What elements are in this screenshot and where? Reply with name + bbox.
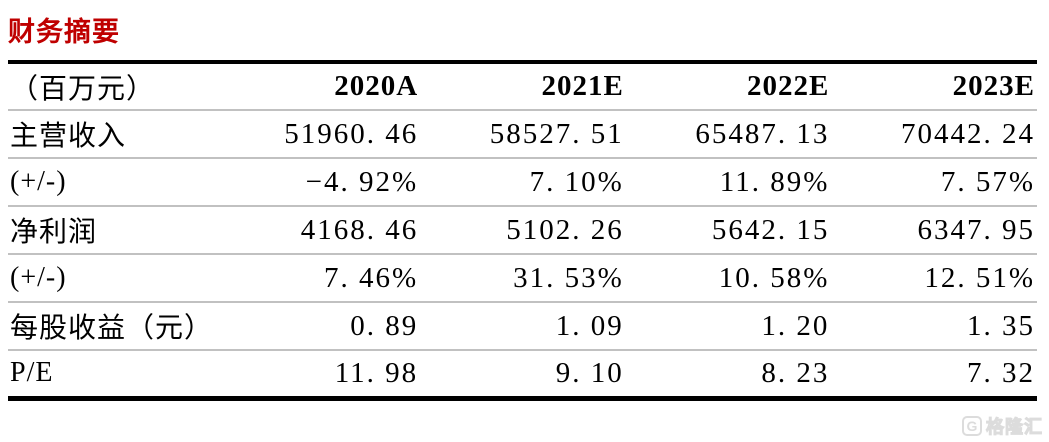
table-row-revenue-growth: (+/-) −4. 92% 7. 10% 11. 89% 7. 57% (8, 158, 1037, 206)
cell-value: 65487. 13 (695, 117, 830, 150)
row-label: (+/-) (10, 262, 67, 293)
cell-value: 12. 51% (924, 261, 1035, 294)
cell-value: −4. 92% (305, 165, 419, 198)
cell-value: 8. 23 (761, 356, 830, 389)
table-row-net-profit: 净利润 4168. 46 5102. 26 5642. 15 6347. 95 (8, 206, 1037, 254)
cell-value: 1. 35 (967, 309, 1035, 342)
cell-value: 70442. 24 (901, 117, 1035, 150)
page-title: 财务摘要 (8, 17, 120, 47)
table-row-revenue: 主营收入 51960. 46 58527. 51 65487. 13 70442… (8, 110, 1037, 158)
column-header-2022e: 2022E (747, 70, 830, 102)
cell-value: 11. 89% (719, 165, 830, 198)
column-header-2021e: 2021E (541, 70, 624, 102)
cell-value: 51960. 46 (284, 117, 419, 150)
row-label: 净利润 (10, 217, 98, 248)
cell-value: 58527. 51 (489, 117, 624, 150)
cell-value: 1. 20 (761, 309, 830, 342)
cell-value: 11. 98 (334, 356, 419, 389)
gelonghui-brand-text: 格隆汇 (986, 417, 1043, 438)
row-label: P/E (10, 357, 54, 389)
financial-summary-table: （百万元） 2020A 2021E 2022E 2023E 主营收入 51960… (8, 60, 1037, 401)
cell-value: 7. 32 (967, 356, 1035, 389)
cell-value: 5642. 15 (711, 213, 830, 246)
table-row-pe: P/E 11. 98 9. 10 8. 23 7. 32 (8, 350, 1037, 398)
table-row-eps: 每股收益（元） 0. 89 1. 09 1. 20 1. 35 (8, 302, 1037, 350)
cell-value: 10. 58% (718, 261, 830, 294)
row-label: 主营收入 (10, 121, 127, 152)
cell-value: 0. 89 (350, 309, 419, 342)
cell-value: 7. 46% (324, 261, 419, 294)
cell-value: 5102. 26 (506, 213, 624, 246)
unit-header-cell: （百万元） (10, 73, 156, 105)
cell-value: 6347. 95 (917, 213, 1035, 246)
cell-value: 1. 09 (555, 309, 624, 342)
table-row-net-profit-growth: (+/-) 7. 46% 31. 53% 10. 58% 12. 51% (8, 254, 1037, 302)
column-header-2023e: 2023E (952, 70, 1035, 102)
gelonghui-watermark: G 格隆汇 (962, 413, 1043, 439)
row-label: 每股收益（元） (10, 313, 214, 344)
cell-value: 9. 10 (555, 356, 624, 389)
cell-value: 7. 57% (940, 165, 1035, 198)
table-header-row: （百万元） 2020A 2021E 2022E 2023E (8, 62, 1037, 110)
row-label: (+/-) (10, 166, 67, 197)
cell-value: 7. 10% (529, 165, 624, 198)
column-header-2020a: 2020A (334, 70, 419, 102)
cell-value: 31. 53% (513, 261, 624, 294)
gelonghui-logo-icon: G (962, 416, 982, 436)
cell-value: 4168. 46 (300, 213, 419, 246)
